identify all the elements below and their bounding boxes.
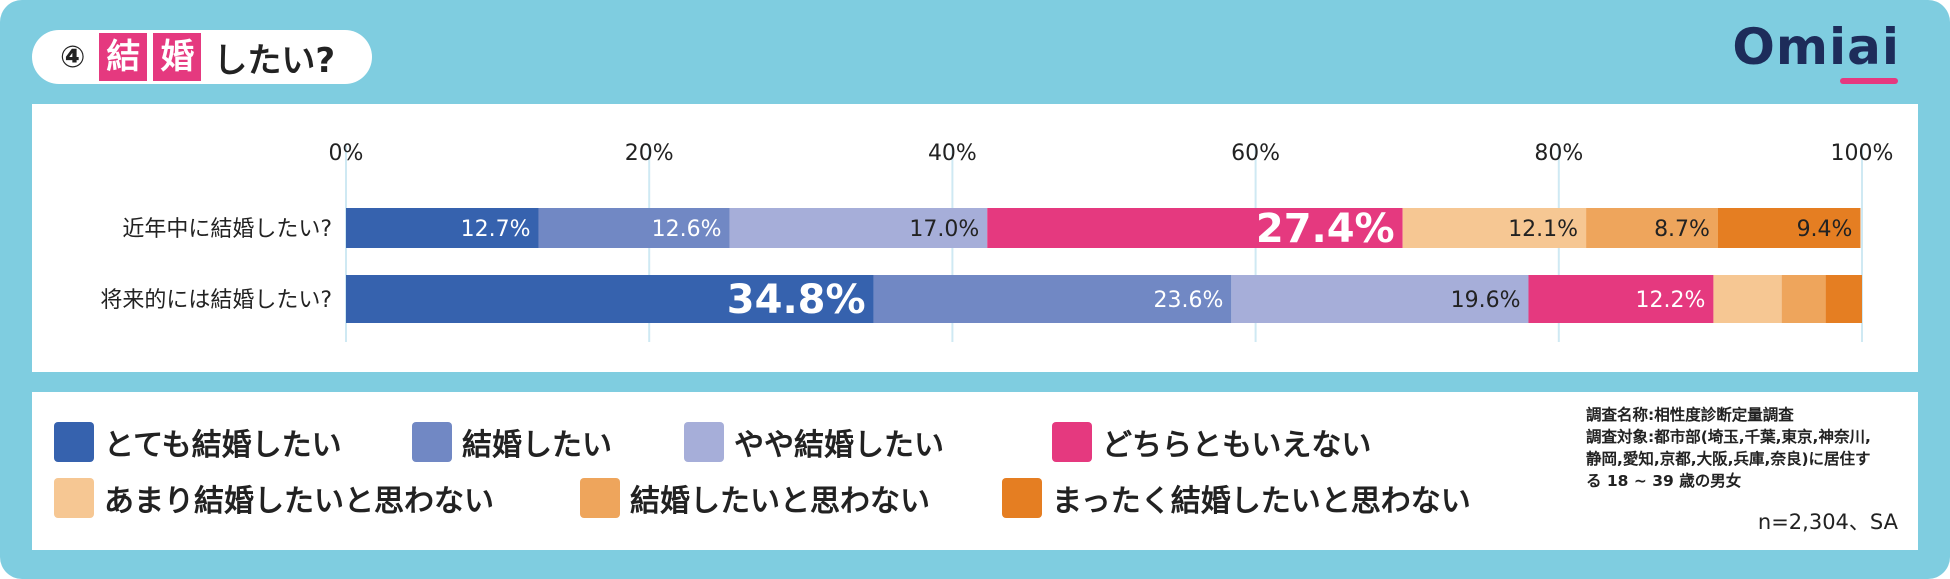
x-tick-label: 100% <box>1831 141 1894 166</box>
bar-segment <box>1717 208 1861 248</box>
bar-segment <box>346 208 539 248</box>
title-pill: ④ 結 婚 したい? <box>32 30 372 84</box>
legend-swatch <box>1002 478 1042 518</box>
bar-segment <box>1586 208 1718 248</box>
omiai-logo: Omiai <box>1732 18 1900 76</box>
legend-label: とても結婚したい <box>104 428 342 463</box>
bar-segment <box>1231 275 1529 323</box>
legend-label: 結婚したいと思わない <box>630 484 930 519</box>
data-label: 12.1% <box>1508 217 1578 242</box>
legend-item-somewhat-want: やや結婚したい <box>684 420 944 464</box>
data-label: 12.6% <box>652 217 722 242</box>
survey-note-line: る 18 ~ 39 歳の男女 <box>1586 472 1742 490</box>
survey-note-line: 調査対象:都市部(埼玉,千葉,東京,神奈川, <box>1586 428 1871 446</box>
data-label: 12.2% <box>1636 288 1706 313</box>
data-label: 27.4% <box>1256 206 1395 252</box>
legend-item-not-much: あまり結婚したいと思わない <box>54 476 494 520</box>
x-tick-label: 40% <box>928 141 977 166</box>
title-number: ④ <box>60 39 86 75</box>
bar-segment <box>873 275 1232 323</box>
data-label: 17.0% <box>909 217 979 242</box>
x-tick-label: 20% <box>625 141 674 166</box>
legend-label: どちらともいえない <box>1102 428 1372 463</box>
legend-item-very-want: とても結婚したい <box>54 420 342 464</box>
legend-panel: とても結婚したい 結婚したい やや結婚したい どちらともいえない あまり結婚した… <box>32 392 1918 550</box>
legend-swatch <box>54 478 94 518</box>
legend-swatch <box>54 422 94 462</box>
survey-note-line: 静岡,愛知,京都,大阪,兵庫,奈良)に居住す <box>1586 450 1871 468</box>
category-label: 近年中に結婚したい? <box>122 217 332 242</box>
title-rest: したい? <box>213 40 336 81</box>
x-tick-label: 80% <box>1534 141 1583 166</box>
sample-size: n=2,304、SA <box>1757 510 1898 534</box>
legend-item-want: 結婚したい <box>412 420 612 464</box>
title-char-1: 結 <box>99 33 148 81</box>
legend-item-do-not: 結婚したいと思わない <box>580 476 930 520</box>
legend-swatch <box>412 422 452 462</box>
bar-segment <box>1781 275 1826 323</box>
legend-item-neutral: どちらともいえない <box>1052 420 1371 464</box>
bar-segment <box>729 208 988 248</box>
category-label: 将来的には結婚したい? <box>100 288 332 313</box>
bar-segment <box>1713 275 1782 323</box>
x-tick-label: 60% <box>1231 141 1280 166</box>
data-label: 9.4% <box>1797 217 1853 242</box>
legend-swatch <box>1052 422 1092 462</box>
legend-label: やや結婚したい <box>734 428 944 463</box>
data-label: 34.8% <box>727 277 866 323</box>
survey-notes: 調査名称:相性度診断定量調査 調査対象:都市部(埼玉,千葉,東京,神奈川, 静岡… <box>1586 404 1916 492</box>
legend-swatch <box>684 422 724 462</box>
data-label: 23.6% <box>1153 288 1223 313</box>
legend-swatch <box>580 478 620 518</box>
title-char-2: 婚 <box>153 33 202 81</box>
x-tick-label: 0% <box>329 141 364 166</box>
chart-panel: 0% 20% 40% 60% 80% 100% 近年中に結婚したい? 将来的には結婚したい? 1… <box>32 104 1918 372</box>
survey-note-line: 調査名称:相性度診断定量調査 <box>1586 406 1794 424</box>
legend-label: あまり結婚したいと思わない <box>104 484 494 519</box>
stacked-bar-chart: 0% 20% 40% 60% 80% 100% 近年中に結婚したい? 将来的には結婚したい? 1… <box>100 141 1894 342</box>
data-label: 19.6% <box>1451 288 1521 313</box>
bar-segment <box>346 275 874 323</box>
data-label: 8.7% <box>1654 217 1710 242</box>
logo-underline <box>1840 78 1898 84</box>
bar-segment <box>987 208 1403 248</box>
legend-item-not-at-all: まったく結婚したいと思わない <box>1002 476 1471 520</box>
bar-segment <box>1528 275 1714 323</box>
bar-segment <box>538 208 730 248</box>
data-label: 12.7% <box>461 217 531 242</box>
legend-label: 結婚したい <box>462 428 612 463</box>
bar-segment <box>1825 275 1862 323</box>
bar-segment <box>1402 208 1587 248</box>
legend-label: まったく結婚したいと思わない <box>1052 484 1471 519</box>
